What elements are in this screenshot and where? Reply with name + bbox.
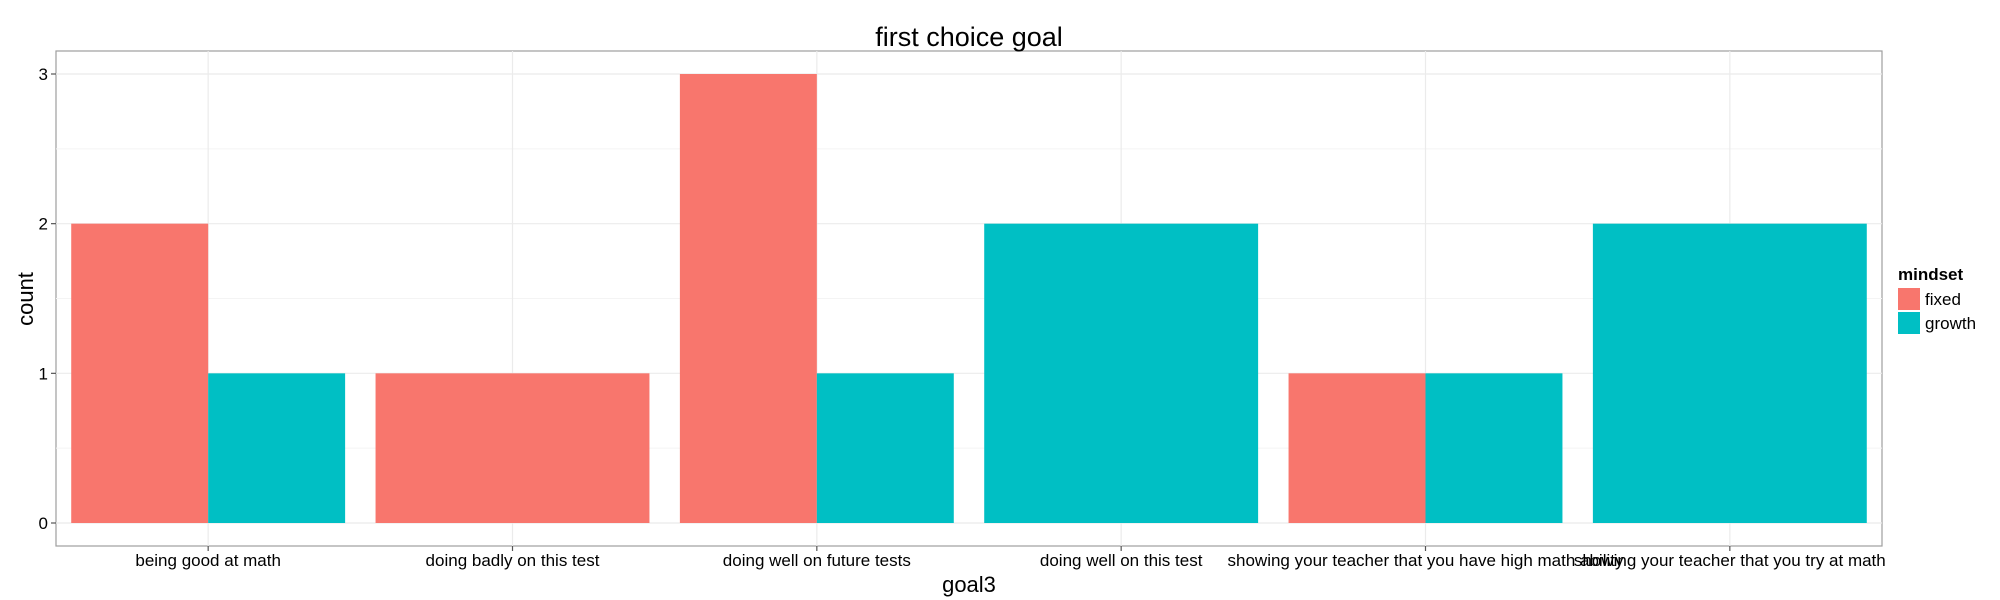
bar-growth <box>1425 373 1563 523</box>
y-tick-label: 3 <box>39 65 48 84</box>
x-tick-label: showing your teacher that you have high … <box>1228 551 1624 570</box>
bar-growth <box>984 223 1259 523</box>
legend-label-fixed: fixed <box>1925 290 1961 309</box>
legend-title: mindset <box>1898 265 1964 284</box>
x-tick-label: showing your teacher that you try at mat… <box>1574 551 1886 570</box>
x-tick-label: being good at math <box>135 551 281 570</box>
bar-fixed <box>375 373 650 523</box>
bar-growth <box>208 373 346 523</box>
bar-fixed <box>679 74 817 523</box>
x-axis: being good at math doing badly on this te… <box>135 546 1886 570</box>
bar-fixed <box>71 223 209 523</box>
y-tick-label: 0 <box>39 514 48 533</box>
legend-key-growth <box>1898 312 1920 334</box>
x-tick-label: doing well on this test <box>1040 551 1203 570</box>
bars <box>71 74 1867 523</box>
chart-title: first choice goal <box>875 22 1063 52</box>
bar-fixed <box>1288 373 1426 523</box>
x-tick-label: doing badly on this test <box>426 551 600 570</box>
x-axis-title: goal3 <box>942 572 996 597</box>
y-axis-title: count <box>13 272 38 326</box>
legend-key-fixed <box>1898 288 1920 310</box>
legend-label-growth: growth <box>1925 314 1976 333</box>
x-tick-label: doing well on future tests <box>723 551 911 570</box>
y-tick-label: 2 <box>39 215 48 234</box>
bar-growth <box>1592 223 1867 523</box>
bar-growth <box>816 373 954 523</box>
y-tick-label: 1 <box>39 364 48 383</box>
legend: mindset fixed growth <box>1898 265 1976 334</box>
y-axis: 0 1 2 3 <box>39 65 56 533</box>
